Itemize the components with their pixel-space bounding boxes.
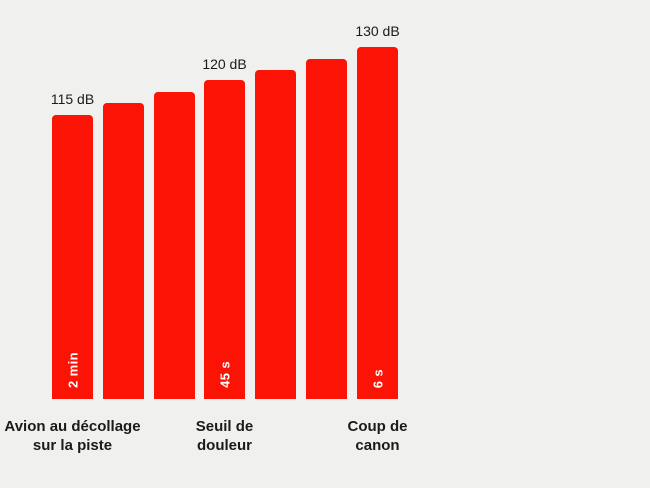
bar <box>103 103 144 399</box>
bar-category-label: Seuil de douleur <box>195 418 254 454</box>
bar: 45 s <box>204 80 245 399</box>
bar-duration-label: 2 min <box>65 352 80 388</box>
bar <box>154 92 195 399</box>
bar <box>306 59 347 399</box>
bar-value-label: 120 dB <box>202 56 247 72</box>
bar-duration-label: 45 s <box>217 361 232 388</box>
bar-category-label: Avion au décollage sur la piste <box>4 418 141 454</box>
bar-category-label: Coup de canon <box>347 418 408 454</box>
bar-value-label: 130 dB <box>355 23 400 39</box>
bar-value-label: 115 dB <box>50 91 95 107</box>
bar: 2 min <box>52 115 93 399</box>
bar: 6 s <box>357 47 398 399</box>
bar-duration-label: 6 s <box>370 368 385 388</box>
bar <box>255 70 296 399</box>
